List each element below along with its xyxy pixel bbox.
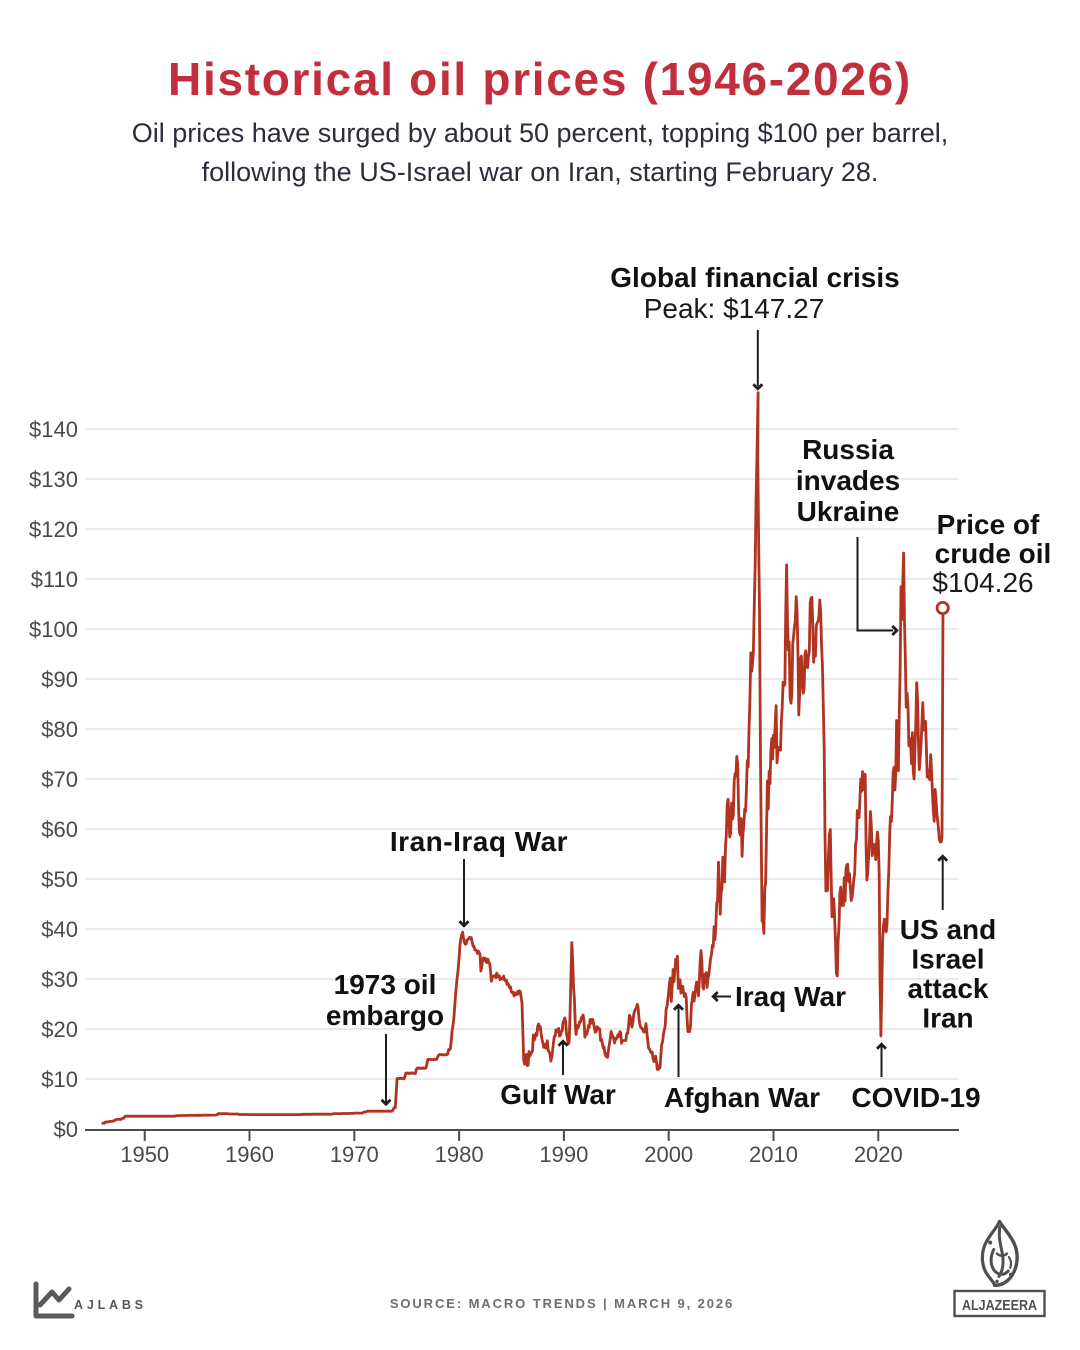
svg-text:$80: $80 — [41, 717, 78, 742]
svg-text:Russia: Russia — [802, 434, 894, 465]
svg-text:COVID-19: COVID-19 — [851, 1082, 980, 1113]
svg-text:Oil prices have surged by abou: Oil prices have surged by about 50 perce… — [132, 118, 949, 148]
svg-text:embargo: embargo — [326, 1000, 444, 1031]
svg-text:SOURCE: MACRO TRENDS | MA: SOURCE: MACRO TRENDS | MARCH 9, 2026 — [390, 1296, 734, 1311]
svg-text:Iran-Iraq War: Iran-Iraq War — [390, 826, 568, 857]
svg-text:Israel: Israel — [911, 944, 984, 975]
svg-text:1980: 1980 — [435, 1142, 484, 1167]
svg-text:1970: 1970 — [330, 1142, 379, 1167]
svg-text:AJLABS: AJLABS — [74, 1298, 147, 1312]
svg-text:$40: $40 — [41, 917, 78, 942]
svg-text:crude oil: crude oil — [935, 538, 1052, 569]
svg-text:2010: 2010 — [749, 1142, 798, 1167]
svg-text:Ukraine: Ukraine — [797, 496, 900, 527]
svg-text:Iran: Iran — [922, 1003, 973, 1034]
svg-text:$50: $50 — [41, 867, 78, 892]
svg-text:Global financial crisis: Global financial crisis — [610, 262, 899, 293]
svg-text:Peak: $147.27: Peak: $147.27 — [644, 293, 825, 324]
svg-text:$10: $10 — [41, 1067, 78, 1092]
svg-text:invades: invades — [796, 465, 900, 496]
svg-text:$104.26: $104.26 — [932, 567, 1033, 598]
svg-text:$140: $140 — [29, 417, 78, 442]
svg-text:US and: US and — [900, 914, 996, 945]
svg-text:1950: 1950 — [120, 1142, 169, 1167]
svg-text:$110: $110 — [31, 567, 78, 592]
svg-text:1990: 1990 — [539, 1142, 588, 1167]
svg-text:1960: 1960 — [225, 1142, 274, 1167]
svg-text:Price of: Price of — [937, 509, 1040, 540]
svg-text:$90: $90 — [41, 667, 78, 692]
svg-text:attack: attack — [908, 973, 989, 1004]
svg-text:$0: $0 — [54, 1117, 78, 1142]
svg-text:Afghan War: Afghan War — [664, 1082, 820, 1113]
svg-text:1973 oil: 1973 oil — [334, 969, 437, 1000]
svg-text:2000: 2000 — [644, 1142, 693, 1167]
svg-text:Gulf War: Gulf War — [500, 1079, 616, 1110]
svg-text:$100: $100 — [29, 617, 78, 642]
svg-text:$20: $20 — [41, 1017, 78, 1042]
svg-text:$70: $70 — [41, 767, 78, 792]
svg-text:Iraq War: Iraq War — [735, 981, 846, 1012]
svg-text:$130: $130 — [29, 467, 78, 492]
svg-text:Historical oil prices (1946-20: Historical oil prices (1946-2026) — [168, 53, 912, 105]
svg-text:$30: $30 — [41, 967, 78, 992]
svg-text:2020: 2020 — [854, 1142, 903, 1167]
svg-text:following the US-Israel war on: following the US-Israel war on Iran, sta… — [202, 157, 879, 187]
svg-text:$120: $120 — [29, 517, 78, 542]
svg-text:ALJAZEERA: ALJAZEERA — [962, 1298, 1037, 1314]
svg-text:$60: $60 — [41, 817, 78, 842]
